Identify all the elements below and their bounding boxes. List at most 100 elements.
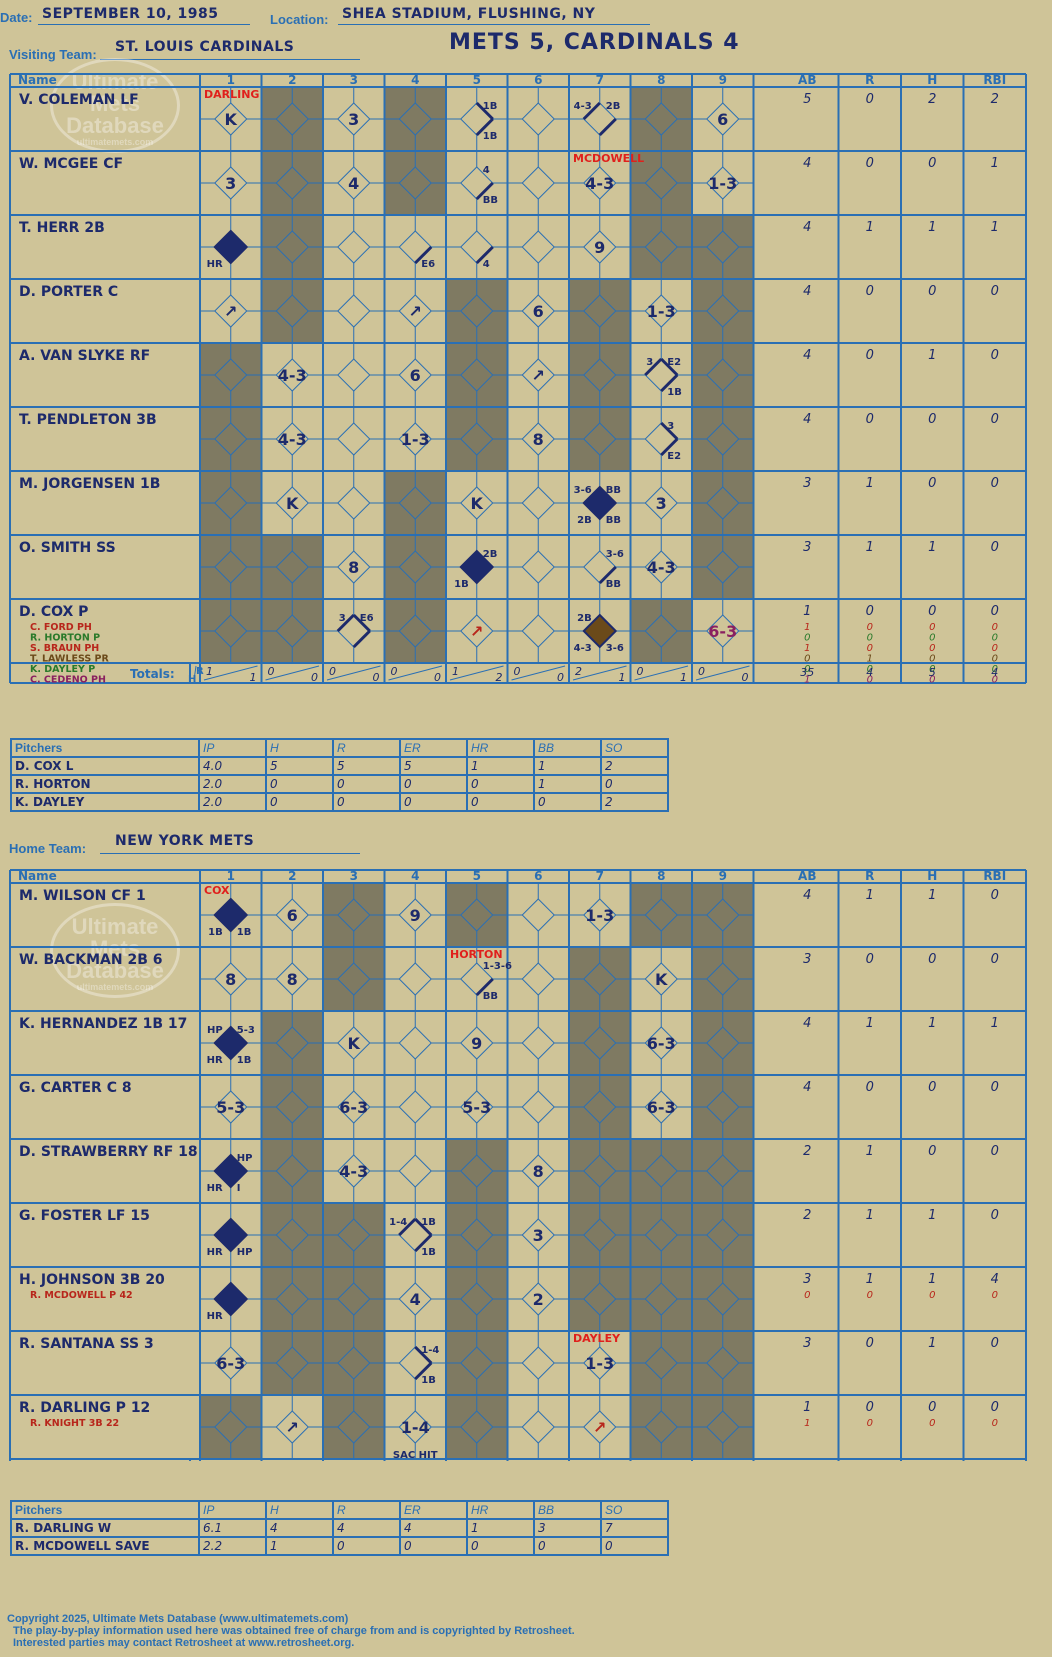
pitching-stat: 0 [533, 1536, 602, 1556]
base-diamond [521, 898, 555, 932]
stat-header: AB [798, 73, 816, 87]
pitching-stat-header: IP [198, 1500, 267, 1520]
stat-header: RBI [983, 73, 1006, 87]
play-note: 1-4 [389, 1217, 407, 1228]
pitching-stat: 4.0 [198, 756, 267, 776]
stat-value: 0 [991, 476, 999, 491]
stat-value: 0 [991, 1144, 999, 1159]
play-result: 4-3 [278, 366, 307, 385]
basepath-mark [414, 1217, 433, 1237]
stat-value: 0 [866, 92, 874, 107]
pitcher-name: R. HORTON [10, 774, 200, 794]
play-note: BB [606, 579, 621, 590]
pitcher-row: R. DARLING W 6.1 4 4 4 1 3 7 [10, 1518, 669, 1538]
stat-value: 0 [866, 1400, 874, 1415]
sub-stat-value: 1 [804, 643, 810, 654]
play-note: 4 [483, 259, 490, 270]
pitching-stat: 1 [466, 756, 535, 776]
inning-runs: 0 [391, 665, 398, 678]
stat-value: 0 [866, 284, 874, 299]
play-result: 6 [717, 110, 728, 129]
name-header: Name [18, 73, 57, 87]
pitching-stat: 1 [533, 774, 602, 794]
sub-player-name: S. BRAUN PH [30, 643, 99, 654]
sub-stat-value: 0 [929, 622, 935, 633]
stat-value: 0 [928, 604, 936, 619]
play-note: 1-4 [421, 1345, 439, 1356]
play-note: 4-3 [574, 643, 592, 654]
stat-value: 4 [803, 220, 811, 235]
basepath-mark [475, 245, 494, 265]
play-result: 6-3 [647, 1098, 676, 1117]
inning-runs: 2 [575, 665, 582, 678]
stat-value: 4 [803, 412, 811, 427]
base-diamond [521, 962, 555, 996]
pitching-stat: 0 [466, 1536, 535, 1556]
stat-value: 1 [928, 540, 936, 555]
play-result: 6 [287, 906, 298, 925]
play-note: 4 [483, 165, 490, 176]
play-result: 1-3 [401, 430, 430, 449]
play-result: ↗ [532, 366, 545, 385]
basepath-mark [414, 1345, 433, 1365]
pitching-stat: 0 [332, 792, 401, 812]
basepath-mark [352, 613, 371, 633]
inning-runs: 1 [452, 665, 459, 678]
home-pitchers-table: Pitchers IP H R ER HR BB SO R. DARLING W 6.1 4 4 4 1 3… [10, 1500, 669, 1556]
play-result: 6-3 [647, 1034, 676, 1053]
inning-header: 6 [534, 73, 542, 87]
play-note: 1B [421, 1247, 436, 1258]
pitching-stat-header: HR [466, 1500, 535, 1520]
pitching-stat: 0 [466, 792, 535, 812]
pitching-stat-header: SO [600, 1500, 669, 1520]
pitching-change-note: COX [204, 884, 230, 897]
inning-runs: 0 [268, 665, 275, 678]
basepath-mark [336, 613, 355, 633]
stat-value: 1 [928, 1272, 936, 1287]
pitching-stat-header: H [265, 738, 334, 758]
play-result: 9 [471, 1034, 482, 1053]
totals-r-label: R [196, 666, 204, 677]
totals-label: Totals: [130, 667, 175, 681]
pitching-stat-header: R [332, 1500, 401, 1520]
play-note: HP [237, 1153, 253, 1164]
player-name: T. HERR 2B [19, 220, 105, 236]
stat-value: 1 [803, 1400, 811, 1415]
basepath-mark [414, 1361, 433, 1381]
play-result: K [225, 110, 238, 129]
pitcher-row: K. DAYLEY 2.0 0 0 0 0 0 2 [10, 792, 669, 812]
run-scored-diamond [459, 549, 495, 585]
player-name: M. JORGENSEN 1B [19, 476, 160, 492]
play-result: 3 [656, 494, 667, 513]
sub-stat-value: 0 [929, 1290, 935, 1301]
play-result: 9 [594, 238, 605, 257]
stat-value: 1 [803, 604, 811, 619]
play-note: 4-3 [574, 101, 592, 112]
inning-runs: 0 [698, 665, 705, 678]
stat-total: 4 [991, 666, 998, 679]
stat-value: 1 [866, 1016, 874, 1031]
sub-stat-value: 0 [992, 622, 998, 633]
play-result: ↗ [593, 1418, 606, 1437]
stat-value: 1 [866, 1208, 874, 1223]
game-date: SEPTEMBER 10, 1985 [42, 6, 219, 22]
base-diamond [337, 230, 371, 264]
inning-header: 7 [596, 869, 604, 883]
base-diamond [521, 102, 555, 136]
play-result: 3 [348, 110, 359, 129]
pitching-stat: 1 [533, 756, 602, 776]
inning-header: 9 [719, 869, 727, 883]
base-diamond [521, 1026, 555, 1060]
basepath-mark [398, 1217, 417, 1237]
base-diamond [337, 294, 371, 328]
play-result: 8 [533, 1162, 544, 1181]
stat-value: 4 [803, 156, 811, 171]
inning-hits: 0 [311, 671, 318, 684]
pitching-stat-header: R [332, 738, 401, 758]
pitching-stat-header: ER [399, 738, 468, 758]
stat-value: 1 [991, 1016, 999, 1031]
inning-header: 8 [657, 869, 665, 883]
pitching-stat: 6.1 [198, 1518, 267, 1538]
sub-stat-value: 0 [867, 1290, 873, 1301]
